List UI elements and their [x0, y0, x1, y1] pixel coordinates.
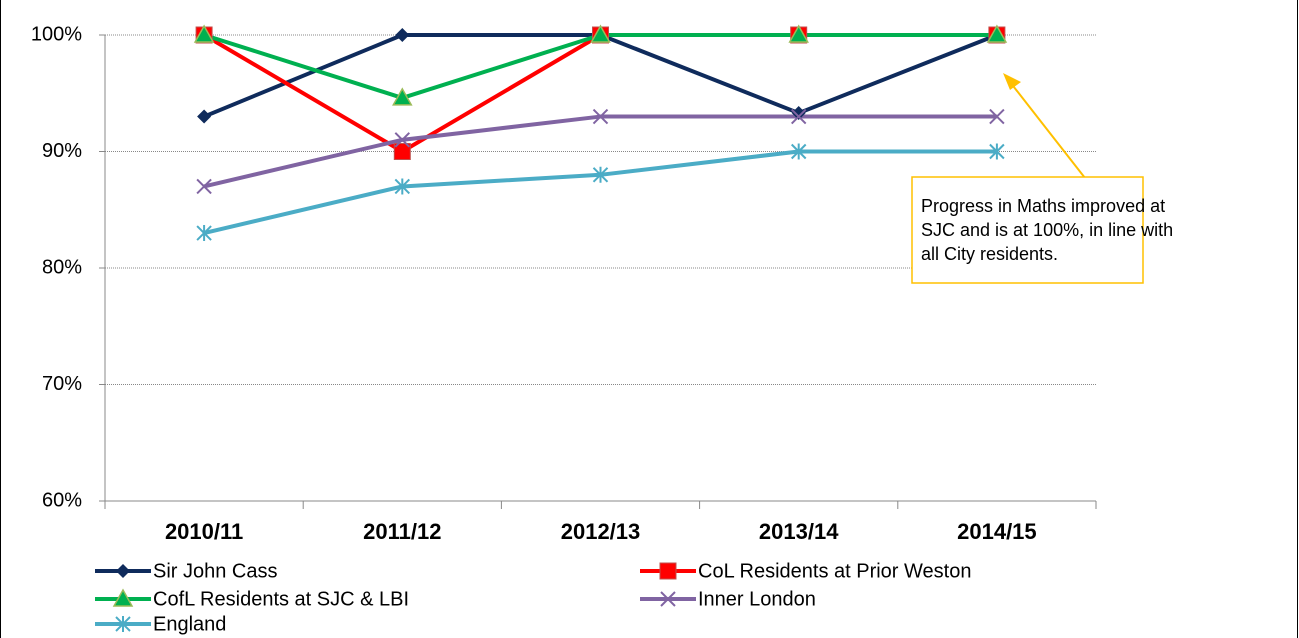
y-tick-label: 60% [42, 489, 82, 511]
x-tick-label: 2013/14 [759, 519, 839, 544]
annotation-text: Progress in Maths improved at [921, 196, 1165, 216]
annotation-text: SJC and is at 100%, in line with [921, 220, 1173, 240]
marker [393, 143, 411, 160]
legend-label: England [153, 613, 226, 635]
marker [197, 109, 212, 124]
annotation-arrow [1009, 81, 1086, 179]
marker [592, 166, 609, 183]
marker [659, 562, 677, 580]
legend-label: Sir John Cass [153, 560, 278, 582]
series-line [203, 33, 997, 154]
series-line [203, 149, 997, 235]
marker [791, 106, 806, 121]
marker [196, 225, 212, 242]
annotation-box [911, 176, 1144, 284]
y-tick-label: 80% [42, 256, 82, 278]
marker [986, 24, 1008, 43]
marker [790, 108, 807, 125]
legend-label: CofL Residents at SJC & LBI [153, 588, 409, 610]
marker [193, 24, 215, 43]
marker [395, 28, 410, 42]
y-tick-label: 70% [42, 373, 82, 395]
x-tick-label: 2010/11 [165, 519, 243, 544]
marker [790, 143, 807, 160]
annotation-text: all City residents. [921, 244, 1058, 264]
marker [115, 616, 131, 632]
marker [989, 143, 1005, 160]
marker [112, 588, 134, 607]
marker [592, 108, 609, 125]
y-tick-label: 100% [31, 23, 82, 45]
annotation-arrowhead [1003, 73, 1021, 90]
marker [392, 87, 413, 106]
marker [394, 178, 411, 195]
x-tick-label: 2012/13 [561, 519, 641, 544]
y-tick-label: 90% [42, 140, 82, 162]
marker [660, 591, 676, 607]
x-tick-label: 2011/12 [363, 519, 441, 544]
marker [989, 108, 1005, 125]
x-tick-label: 2014/15 [957, 519, 1037, 544]
marker [116, 564, 130, 578]
legend-label: Inner London [698, 588, 816, 610]
marker [196, 178, 212, 195]
marker [788, 24, 809, 43]
legend-label: CoL Residents at Prior Weston [698, 560, 971, 582]
marker [590, 24, 611, 43]
marker [394, 132, 411, 148]
